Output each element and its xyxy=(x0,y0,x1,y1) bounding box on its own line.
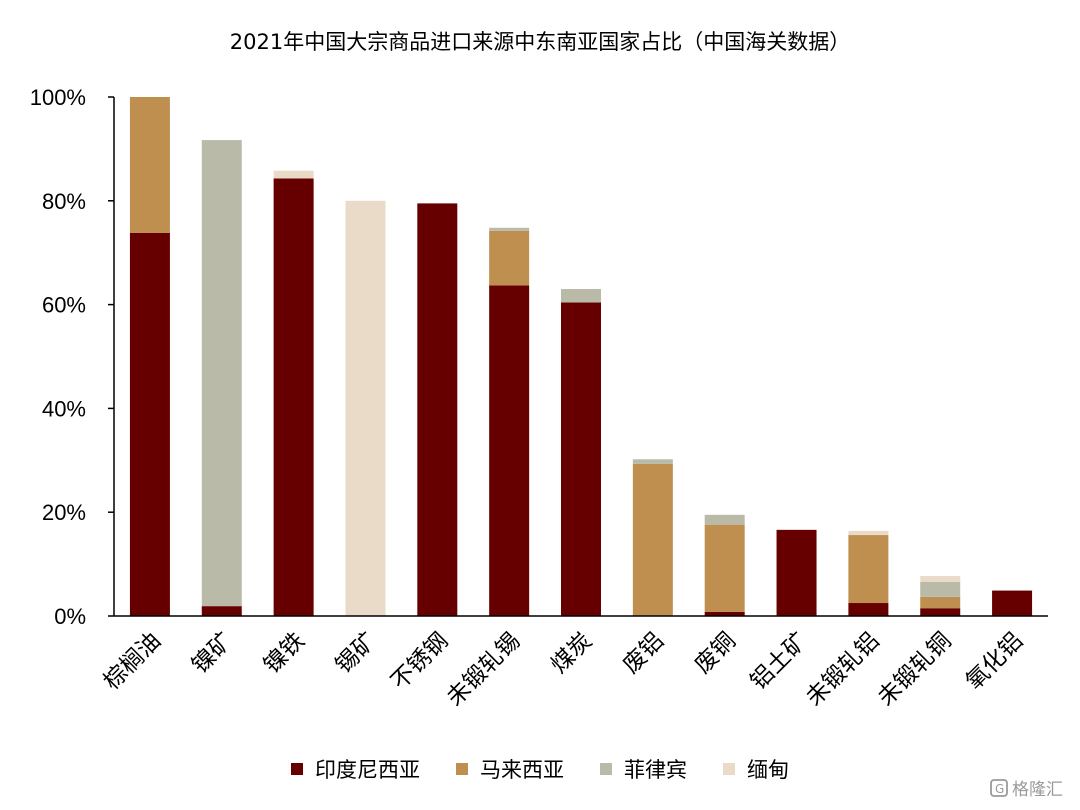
y-tick-label: 0% xyxy=(54,604,86,629)
bar-segment xyxy=(848,603,889,616)
legend-swatch xyxy=(600,763,612,775)
bar-segment xyxy=(345,200,386,617)
x-tick-label: 废铝 xyxy=(618,628,669,679)
legend-label: 缅甸 xyxy=(747,758,789,782)
bar-segment xyxy=(417,203,458,616)
bars-group xyxy=(129,97,1033,617)
bar-segment xyxy=(848,535,889,604)
bar-segment xyxy=(273,178,314,616)
y-tick-label: 40% xyxy=(42,396,86,421)
x-tick-label: 未锻轧铜 xyxy=(873,628,956,711)
bar-segment xyxy=(704,611,745,616)
bar-segment xyxy=(201,140,242,607)
x-tick-label: 废铜 xyxy=(690,628,741,679)
bar-segment xyxy=(129,232,170,616)
x-tick-label: 不锈钢 xyxy=(386,628,453,695)
watermark: G 格隆汇 xyxy=(990,779,1063,800)
bar-segment xyxy=(632,463,673,616)
bar-segment xyxy=(776,529,817,616)
chart-title: 2021年中国大宗商品进口来源中东南亚国家占比（中国海关数据） xyxy=(230,30,850,54)
legend: 印度尼西亚 马来西亚 菲律宾 缅甸 xyxy=(291,758,789,782)
bar-segment xyxy=(704,524,745,612)
bar-segment xyxy=(920,576,961,582)
bar-segment xyxy=(201,606,242,616)
x-tick-label: 镍矿 xyxy=(187,628,238,679)
bar-segment xyxy=(992,590,1033,616)
y-tick-label: 100% xyxy=(30,85,86,110)
x-tick-label: 锡矿 xyxy=(331,628,382,679)
y-tick-label: 80% xyxy=(42,189,86,214)
bar-segment xyxy=(561,302,601,616)
bar-segment xyxy=(129,97,170,233)
x-tick-label: 镍铁 xyxy=(259,628,310,679)
bar-segment xyxy=(920,581,961,597)
watermark-logo-icon xyxy=(990,779,1008,797)
bar-segment xyxy=(561,289,601,303)
bar-segment xyxy=(489,285,530,616)
bar-segment xyxy=(273,170,314,179)
bar-segment xyxy=(848,530,889,536)
y-tick-label: 60% xyxy=(42,293,86,318)
bar-segment xyxy=(632,459,673,464)
bar-segment xyxy=(489,227,530,231)
legend-label: 菲律宾 xyxy=(624,758,687,782)
bar-segment xyxy=(489,230,530,286)
x-tick-label: 铝土矿 xyxy=(746,628,813,695)
y-tick-label: 20% xyxy=(42,500,86,525)
legend-swatch xyxy=(291,763,303,775)
x-tick-label: 未锻轧铝 xyxy=(801,628,884,711)
x-tick-label: 煤炭 xyxy=(546,628,597,679)
legend-label: 印度尼西亚 xyxy=(315,758,420,782)
x-tick-label: 未锻轧锡 xyxy=(442,628,525,711)
x-tick-label: 氧化铝 xyxy=(961,628,1028,695)
legend-swatch xyxy=(456,763,468,775)
watermark-text: 格隆汇 xyxy=(1012,780,1063,800)
y-ticks-group: 0% 20% 40% 60% 80% 100% xyxy=(30,85,114,629)
x-tick-label: 棕榈油 xyxy=(99,628,166,695)
axes-group xyxy=(113,97,1048,617)
legend-label: 马来西亚 xyxy=(480,758,564,782)
legend-swatch xyxy=(723,763,735,775)
watermark-logo-glyph: G xyxy=(995,782,1004,796)
bar-segment xyxy=(920,608,961,616)
bar-segment xyxy=(920,596,961,609)
bar-segment xyxy=(704,514,745,525)
